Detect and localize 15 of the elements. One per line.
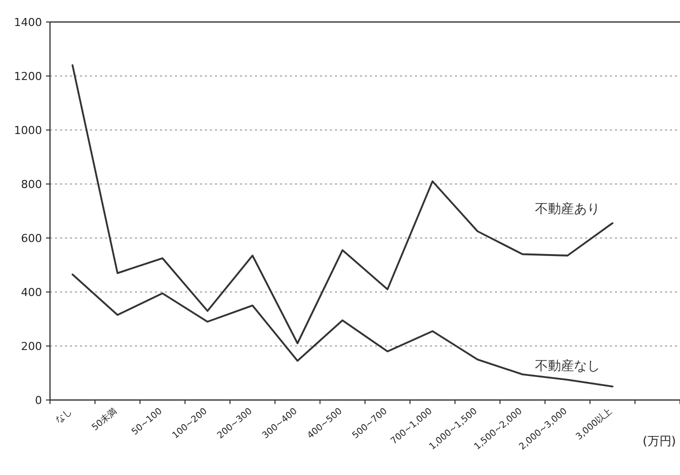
x-tick-label: 50未満 [90, 406, 120, 434]
series-label: 不動産あり [535, 201, 600, 218]
line-series [72, 274, 614, 388]
y-tick-label: 800 [21, 178, 42, 191]
y-tick-label: 400 [21, 286, 42, 299]
y-tick-label: 1400 [14, 16, 42, 29]
y-tick-label: 0 [35, 394, 42, 407]
x-axis-title: (万円) [642, 434, 676, 448]
line-series [72, 64, 614, 344]
y-tick-label: 1200 [14, 70, 42, 83]
y-tick-label: 600 [21, 232, 42, 245]
series-label: 不動産なし [535, 358, 600, 374]
x-tick-label: なし [54, 406, 74, 426]
y-tick-label: 200 [21, 340, 42, 353]
y-tick-label: 1000 [14, 124, 42, 137]
